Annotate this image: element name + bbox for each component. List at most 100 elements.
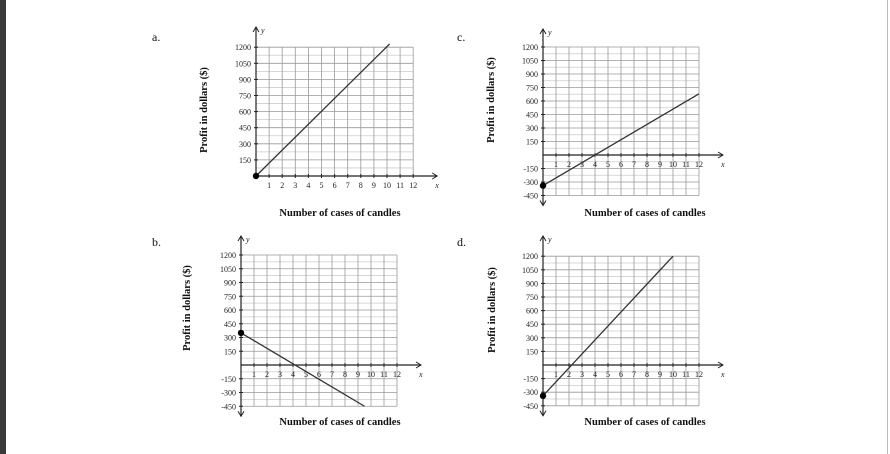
x-tick-label: 5 xyxy=(606,160,610,169)
x-tick-label: 1 xyxy=(554,370,558,379)
x-axis-arrow xyxy=(431,172,439,180)
profit-line xyxy=(542,255,674,397)
y-tick-label: -450 xyxy=(523,402,538,411)
y-axis-letter: y xyxy=(260,26,265,35)
x-tick-label: 7 xyxy=(632,160,636,169)
y-axis-title: Profit in dollars ($) xyxy=(487,267,498,353)
x-axis-letter: x xyxy=(434,181,439,190)
right-border-line xyxy=(887,0,888,454)
y-tick-label: 750 xyxy=(526,84,538,93)
x-tick-label: 4 xyxy=(593,370,597,379)
x-tick-label: 12 xyxy=(695,370,703,379)
x-axis-title: Number of cases of candles xyxy=(584,208,705,219)
y-axis-arrow xyxy=(252,26,260,33)
y-axis-arrow xyxy=(539,28,547,35)
y-tick-label: 1050 xyxy=(235,59,251,68)
y-tick-label: -450 xyxy=(523,192,538,201)
x-tick-label: 7 xyxy=(330,370,334,379)
y-tick-label: 300 xyxy=(526,334,538,343)
y-tick-label: -300 xyxy=(523,388,538,397)
y-tick-label: -300 xyxy=(221,389,236,398)
y-tick-label: 750 xyxy=(526,293,538,302)
y-tick-label: 900 xyxy=(526,70,538,79)
y-tick-label: 150 xyxy=(526,347,538,356)
x-tick-label: 6 xyxy=(317,370,321,379)
x-tick-label: 2 xyxy=(280,181,284,190)
y-tick-label: 600 xyxy=(526,307,538,316)
x-axis-arrow xyxy=(717,361,724,369)
y-tick-label: 450 xyxy=(526,111,538,120)
y-axis-letter: y xyxy=(547,28,552,37)
y-tick-label: 450 xyxy=(526,320,538,329)
x-tick-label: 5 xyxy=(320,181,324,190)
y-tick-label: 300 xyxy=(526,124,538,133)
y-tick-label: 1050 xyxy=(522,266,538,275)
y-axis-arrow-down xyxy=(539,410,547,417)
y-axis-letter: y xyxy=(245,235,250,244)
x-tick-label: 8 xyxy=(359,181,363,190)
panel-label: a. xyxy=(152,30,160,44)
y-axis-title: Profit in dollars ($) xyxy=(486,57,497,143)
profit-line xyxy=(542,93,700,187)
profit-line xyxy=(240,332,365,407)
x-tick-label: 2 xyxy=(265,370,269,379)
x-tick-label: 12 xyxy=(409,181,417,190)
x-tick-label: 3 xyxy=(580,370,584,379)
x-tick-label: 10 xyxy=(669,160,677,169)
x-tick-label: 1 xyxy=(267,181,271,190)
x-axis-arrow xyxy=(415,361,422,369)
y-tick-label: 600 xyxy=(526,97,538,106)
x-tick-label: 5 xyxy=(304,370,308,379)
x-axis-letter: x xyxy=(418,370,423,379)
y-axis-arrow xyxy=(539,235,547,242)
x-tick-label: 6 xyxy=(333,181,337,190)
x-tick-label: 2 xyxy=(567,160,571,169)
y-tick-label: 1200 xyxy=(522,43,538,52)
x-axis-title: Number of cases of candles xyxy=(279,417,400,428)
y-tick-label: 450 xyxy=(239,124,251,133)
start-point-marker xyxy=(237,329,245,337)
x-tick-label: 11 xyxy=(682,370,690,379)
y-tick-label: -150 xyxy=(523,165,538,174)
y-axis-arrow-down xyxy=(539,200,547,207)
y-tick-label: 750 xyxy=(239,92,251,101)
y-tick-label: -150 xyxy=(523,375,538,384)
x-axis-arrow xyxy=(717,151,724,159)
x-tick-label: 6 xyxy=(619,160,623,169)
x-tick-label: 3 xyxy=(278,370,282,379)
x-tick-label: 5 xyxy=(606,370,610,379)
y-tick-label: 1200 xyxy=(522,252,538,261)
x-tick-label: 11 xyxy=(396,181,404,190)
start-point-marker xyxy=(252,172,260,180)
x-tick-label: 3 xyxy=(293,181,297,190)
x-tick-label: 8 xyxy=(645,370,649,379)
y-axis-letter: y xyxy=(547,235,552,244)
x-tick-label: 6 xyxy=(619,370,623,379)
x-axis-title: Number of cases of candles xyxy=(584,417,705,428)
y-tick-label: 1200 xyxy=(235,43,251,52)
y-tick-label: 450 xyxy=(224,320,236,329)
x-tick-label: 7 xyxy=(346,181,350,190)
x-tick-label: 1 xyxy=(554,160,558,169)
x-tick-label: 9 xyxy=(658,160,662,169)
x-tick-label: 9 xyxy=(372,181,376,190)
left-border-bar xyxy=(0,0,6,454)
x-tick-label: 10 xyxy=(367,370,375,379)
y-tick-label: 150 xyxy=(239,156,251,165)
y-tick-label: -150 xyxy=(221,375,236,384)
x-tick-label: 7 xyxy=(632,370,636,379)
panel-label: b. xyxy=(152,235,161,249)
x-tick-label: 2 xyxy=(567,370,571,379)
x-tick-label: 9 xyxy=(658,370,662,379)
y-axis-arrow-down xyxy=(237,410,245,418)
x-tick-label: 11 xyxy=(380,370,388,379)
y-tick-label: 900 xyxy=(526,279,538,288)
x-tick-label: 9 xyxy=(356,370,360,379)
x-axis-letter: x xyxy=(720,370,725,379)
y-tick-label: 150 xyxy=(526,138,538,147)
x-tick-label: 8 xyxy=(343,370,347,379)
x-tick-label: 4 xyxy=(291,370,295,379)
x-tick-label: 8 xyxy=(645,160,649,169)
y-tick-label: 900 xyxy=(239,75,251,84)
